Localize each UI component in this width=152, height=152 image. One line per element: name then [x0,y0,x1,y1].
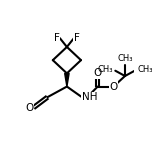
Text: O: O [94,68,102,78]
Text: CH₃: CH₃ [97,65,113,74]
Text: O: O [109,82,118,92]
Text: F: F [54,33,60,43]
Text: F: F [74,33,80,43]
Text: NH: NH [82,92,97,102]
Text: O: O [25,103,33,113]
Polygon shape [65,73,69,86]
Text: CH₃: CH₃ [137,65,152,74]
Text: CH₃: CH₃ [117,54,133,63]
